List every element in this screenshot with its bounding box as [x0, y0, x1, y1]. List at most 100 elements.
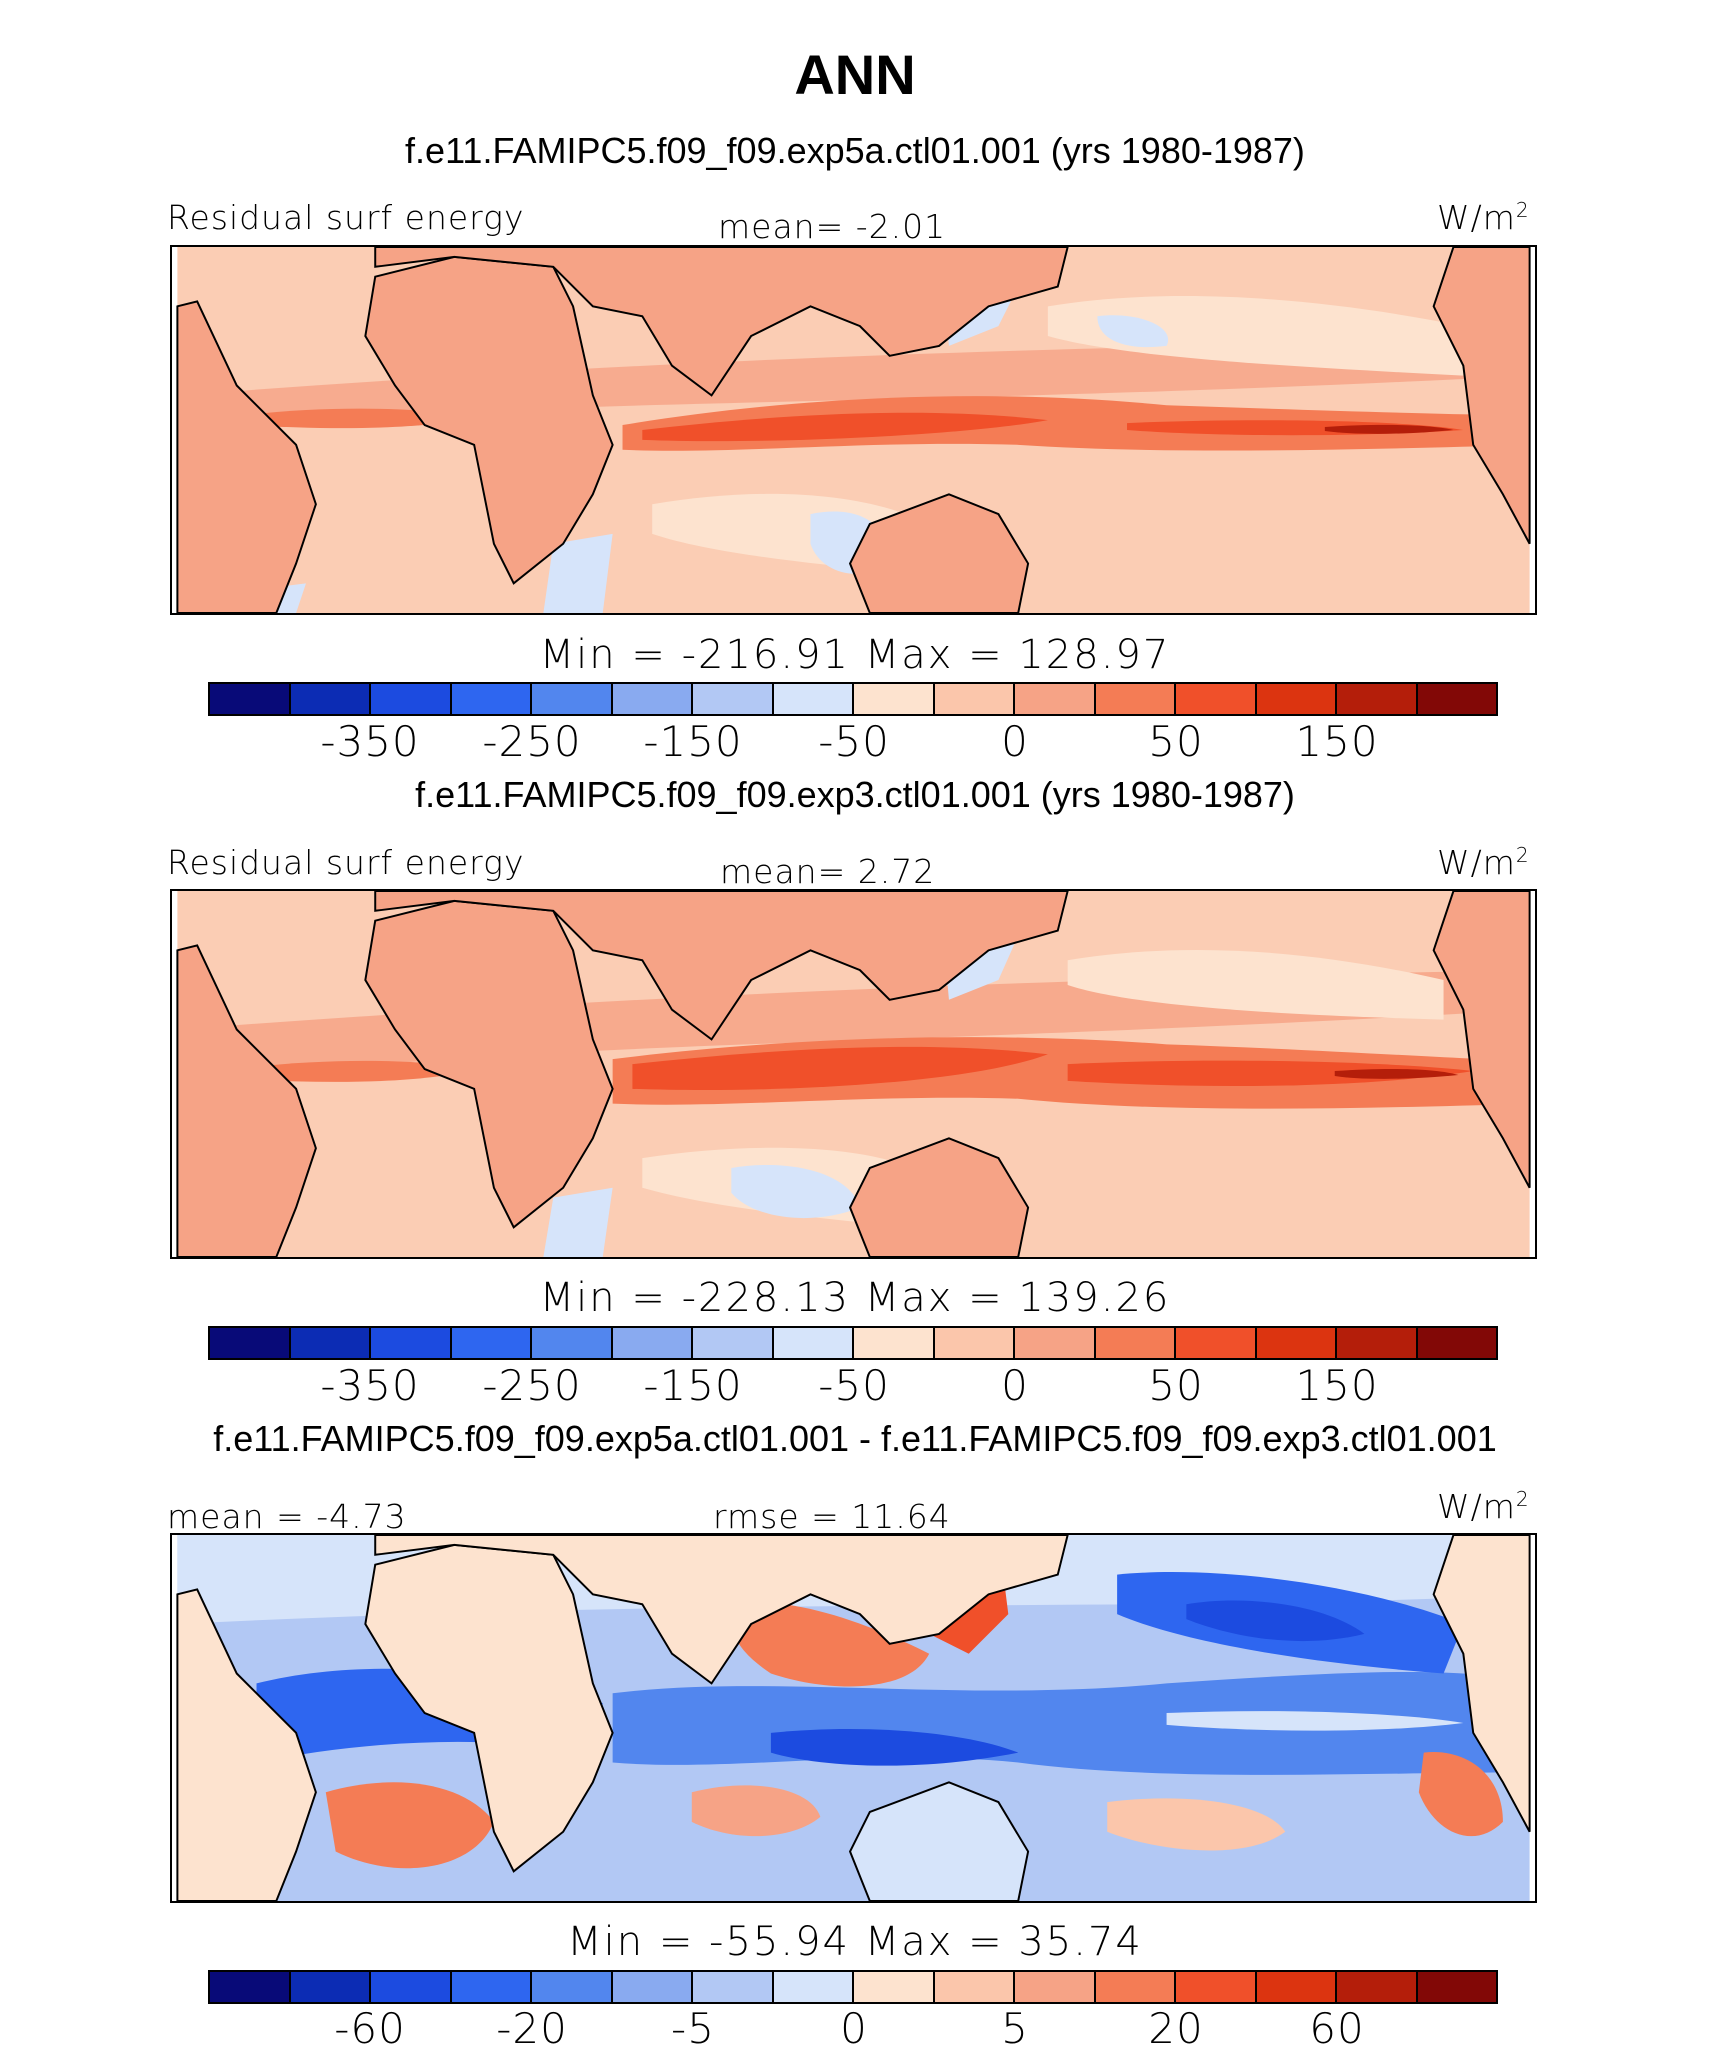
panel-1-tick: -350 — [320, 717, 420, 766]
continent-americas-west — [176, 1588, 317, 1901]
continent-africa — [364, 1543, 614, 1873]
colorbar-cell — [1417, 684, 1496, 714]
panel-2-tick: -50 — [818, 1361, 890, 1410]
colorbar-cell — [1176, 684, 1257, 714]
colorbar-cell — [371, 1972, 452, 2002]
pale-region-north-pacific — [1047, 296, 1464, 376]
colorbar-cell — [1417, 1328, 1496, 1358]
panel-3-tick: -60 — [334, 2004, 406, 2053]
panel-3-map — [170, 1533, 1537, 1903]
panel-1-min-max: Min = -216.91 Max = 128.97 — [539, 632, 1171, 678]
colorbar-cell — [1095, 1328, 1176, 1358]
panel-3-subtitle: f.e11.FAMIPC5.f09_f09.exp5a.ctl01.001 - … — [213, 1418, 1497, 1459]
blue-patch-southeast-atlantic — [543, 1187, 613, 1257]
panel-3-mean-label: mean = -4.73 — [167, 1497, 407, 1536]
colorbar-cell — [1337, 1328, 1418, 1358]
blue-patch-southeast-atlantic — [543, 533, 613, 613]
panel-1-colorbar — [208, 682, 1498, 716]
colorbar-cell — [532, 684, 613, 714]
blue-patch-indian — [731, 1164, 860, 1219]
colorbar-cell — [1337, 1972, 1418, 2002]
colorbar-cell — [1337, 684, 1418, 714]
itcz-core — [642, 412, 1048, 442]
blue-patch-north-pacific — [1097, 315, 1169, 348]
panel-2-colorbar — [208, 1326, 1498, 1360]
colorbar-cell — [210, 684, 291, 714]
positive-south-pacific — [1107, 1798, 1286, 1851]
continent-americas-west — [176, 944, 317, 1257]
colorbar-cell — [693, 1972, 774, 2002]
colorbar-cell — [854, 1328, 935, 1358]
panel-2-tick: -350 — [320, 1361, 420, 1410]
colorbar-cell — [1095, 1972, 1176, 2002]
itcz-peak — [1334, 1068, 1459, 1079]
panel-2-tick: -150 — [643, 1361, 743, 1410]
panel-3-rmse-label: rmse = 11.64 — [713, 1497, 951, 1536]
positive-south-indian — [691, 1785, 821, 1837]
colorbar-cell — [290, 1972, 371, 2002]
panel-1-variable-label: Residual surf energy — [167, 198, 525, 237]
continent-americas-east — [1432, 1535, 1531, 1833]
colorbar-cell — [1256, 1972, 1337, 2002]
colorbar-cell — [210, 1328, 291, 1358]
panel-3-tick: -20 — [496, 2004, 568, 2053]
positive-south-atlantic — [325, 1782, 494, 1869]
continent-australia — [848, 1137, 1030, 1257]
colorbar-cell — [934, 684, 1015, 714]
colorbar-cell — [451, 1328, 532, 1358]
panel-1-units: W/m2 — [1437, 198, 1530, 237]
colorbar-cell — [290, 1328, 371, 1358]
continent-americas-east — [1432, 247, 1531, 545]
continent-africa — [364, 255, 614, 585]
continent-eurasia — [374, 1535, 1069, 1685]
itcz-core-pacific — [1067, 1060, 1474, 1086]
panel-2-min-max: Min = -228.13 Max = 139.26 — [539, 1275, 1171, 1321]
panel-1-mean-label: mean= -2.01 — [718, 207, 947, 246]
panel-2-tick: -250 — [482, 1361, 582, 1410]
colorbar-cell — [1015, 1328, 1096, 1358]
colorbar-cell — [210, 1972, 291, 2002]
colorbar-cell — [451, 684, 532, 714]
itcz-core — [632, 1046, 1048, 1091]
colorbar-cell — [1176, 1972, 1257, 2002]
colorbar-cell — [290, 684, 371, 714]
panel-3-tick: 0 — [840, 2004, 868, 2053]
colorbar-cell — [1176, 1328, 1257, 1358]
panel-1-tick: -150 — [643, 717, 743, 766]
continent-africa — [364, 899, 614, 1229]
itcz-atlantic — [236, 1060, 475, 1082]
colorbar-cell — [693, 1328, 774, 1358]
panel-3-tick: 60 — [1309, 2004, 1365, 2053]
continent-australia — [848, 1781, 1030, 1901]
colorbar-cell — [612, 1972, 693, 2002]
colorbar-cell — [934, 1972, 1015, 2002]
panel-2-subtitle: f.e11.FAMIPC5.f09_f09.exp3.ctl01.001 (yr… — [415, 774, 1295, 815]
continent-eurasia — [374, 247, 1069, 397]
panel-3-colorbar — [208, 1970, 1498, 2004]
itcz-peak — [1324, 424, 1454, 434]
colorbar-cell — [451, 1972, 532, 2002]
panel-1-tick: -250 — [482, 717, 582, 766]
panel-2-map — [170, 889, 1537, 1259]
negative-core — [770, 1728, 1019, 1766]
colorbar-cell — [1256, 1328, 1337, 1358]
colorbar-cell — [1095, 684, 1176, 714]
continent-eurasia — [374, 891, 1069, 1041]
colorbar-cell — [612, 1328, 693, 1358]
colorbar-cell — [371, 684, 452, 714]
panel-1-tick: 0 — [1001, 717, 1029, 766]
colorbar-cell — [854, 684, 935, 714]
colorbar-cell — [854, 1972, 935, 2002]
panel-2-tick: 0 — [1001, 1361, 1029, 1410]
pale-region-north-pacific — [1067, 949, 1444, 1020]
panel-1-map — [170, 245, 1537, 615]
colorbar-cell — [773, 684, 854, 714]
colorbar-cell — [532, 1972, 613, 2002]
positive-band-pacific — [1166, 1711, 1464, 1731]
panel-3-tick: 5 — [1001, 2004, 1029, 2053]
panel-2-variable-label: Residual surf energy — [167, 843, 525, 882]
panel-2-units: W/m2 — [1437, 843, 1530, 882]
panel-1-tick: 50 — [1148, 717, 1204, 766]
colorbar-cell — [693, 684, 774, 714]
panel-2-tick: 150 — [1295, 1361, 1379, 1410]
